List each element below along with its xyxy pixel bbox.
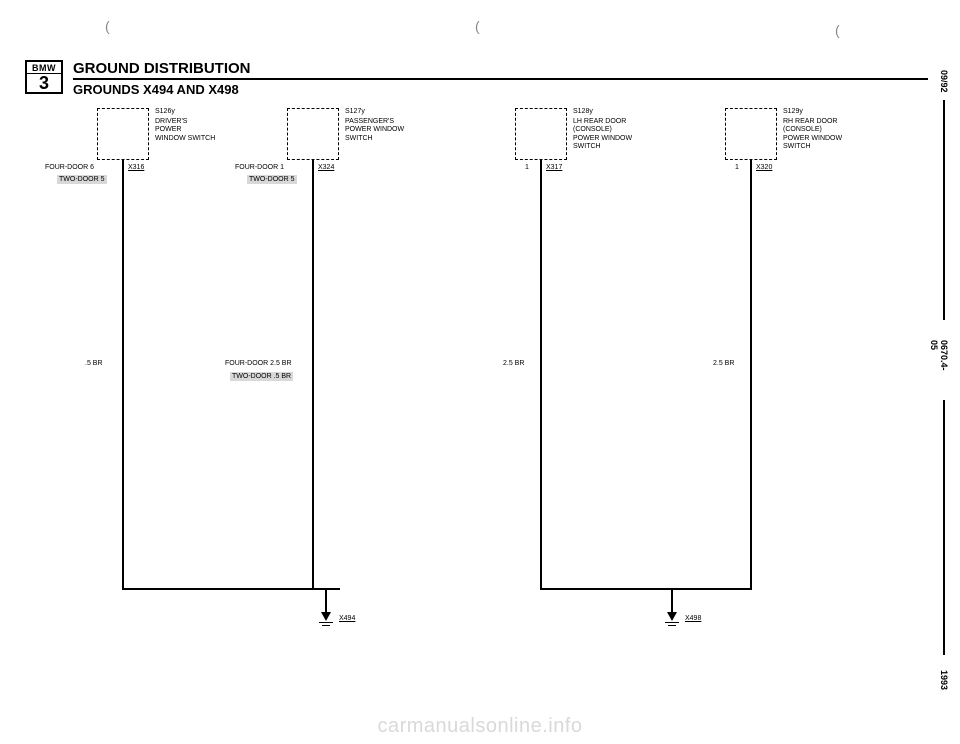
connector-label: X320 — [756, 164, 772, 171]
wire — [312, 588, 340, 590]
switch-desc: PASSENGER'S POWER WINDOW SWITCH — [345, 118, 404, 143]
watermark: carmanualsonline.info — [0, 715, 960, 738]
connector-label: X324 — [318, 164, 334, 171]
scan-artifact: ( — [475, 18, 480, 34]
switch-desc: LH REAR DOOR (CONSOLE) POWER WINDOW SWIT… — [573, 118, 632, 152]
side-rule — [943, 100, 945, 320]
connector-label: X316 — [128, 164, 144, 171]
side-docnum: 0670.4- 05 — [929, 340, 949, 371]
wire-label: 2.5 BR — [713, 360, 734, 367]
variant-shade: TWO-DOOR 5 — [247, 175, 297, 184]
badge-brand: BMW — [27, 62, 61, 73]
wire — [325, 588, 327, 612]
scan-artifact: ( — [105, 18, 110, 34]
wire — [312, 160, 314, 590]
title-rule — [73, 78, 928, 80]
switch-box-s128y — [515, 108, 567, 160]
diagram-page: BMW 3 GROUND DISTRIBUTION GROUNDS X494 A… — [25, 60, 935, 710]
pin-variant: FOUR-DOOR 6 — [45, 164, 94, 171]
switch-desc: DRIVER'S POWER WINDOW SWITCH — [155, 118, 215, 143]
ground-bar — [319, 622, 333, 623]
connector-label: X317 — [546, 164, 562, 171]
page-title: GROUND DISTRIBUTION — [73, 60, 251, 77]
side-rule — [943, 400, 945, 655]
ground-label: X494 — [339, 615, 355, 622]
wire — [540, 160, 542, 590]
pin-variant: FOUR-DOOR 1 — [235, 164, 284, 171]
bmw-badge: BMW 3 — [25, 60, 63, 94]
switch-box-s129y — [725, 108, 777, 160]
pin-variant: 1 — [525, 164, 529, 171]
scan-artifact: ( — [835, 22, 840, 38]
ground-symbol — [321, 612, 331, 621]
switch-id: S129y — [783, 108, 803, 116]
ground-bar — [665, 622, 679, 623]
wire — [122, 588, 327, 590]
switch-id: S126y — [155, 108, 175, 116]
wire-label: .5 BR — [85, 360, 103, 367]
side-year: 1993 — [939, 670, 949, 690]
ground-bar — [322, 625, 330, 626]
switch-desc: RH REAR DOOR (CONSOLE) POWER WINDOW SWIT… — [783, 118, 842, 152]
ground-symbol — [667, 612, 677, 621]
ground-bar — [668, 625, 676, 626]
switch-box-s127y — [287, 108, 339, 160]
variant-shade: TWO-DOOR .5 BR — [230, 372, 293, 381]
wire — [671, 588, 673, 612]
pin-variant: 1 — [735, 164, 739, 171]
switch-id: S127y — [345, 108, 365, 116]
ground-label: X498 — [685, 615, 701, 622]
side-date: 09/92 — [939, 70, 949, 93]
wire — [750, 160, 752, 590]
wire — [122, 160, 124, 590]
variant-shade: TWO-DOOR 5 — [57, 175, 107, 184]
switch-box-s126y — [97, 108, 149, 160]
badge-series: 3 — [27, 73, 61, 92]
wire-label: FOUR-DOOR 2.5 BR — [225, 360, 292, 367]
page-subtitle: GROUNDS X494 AND X498 — [73, 82, 239, 97]
side-column: 09/92 0670.4- 05 1993 — [935, 60, 955, 700]
wire — [540, 588, 752, 590]
wire-label: 2.5 BR — [503, 360, 524, 367]
switch-id: S128y — [573, 108, 593, 116]
